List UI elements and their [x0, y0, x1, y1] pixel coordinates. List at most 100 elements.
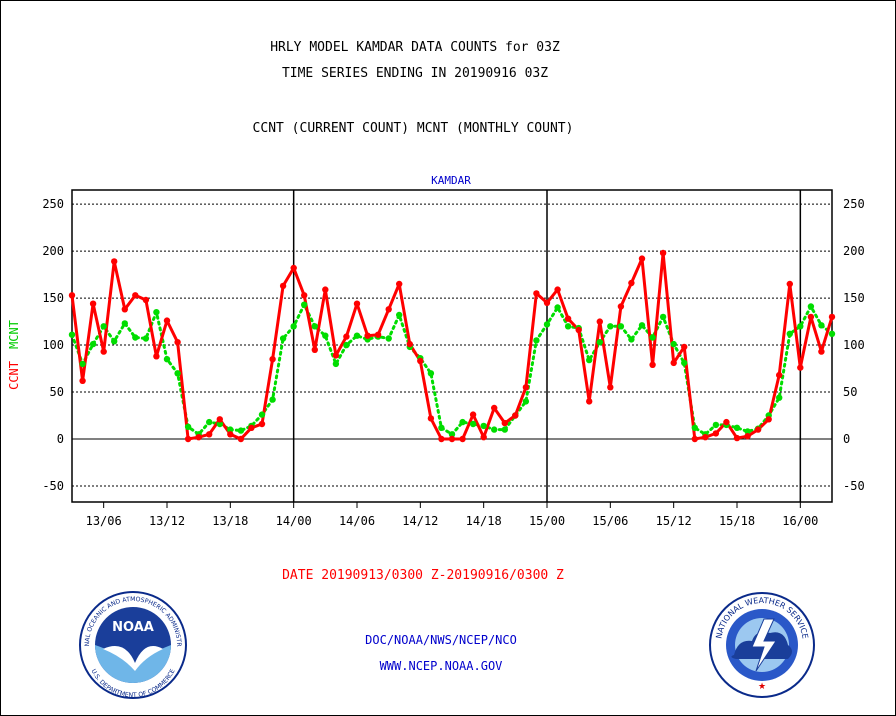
data-point-mcnt	[427, 370, 435, 377]
data-point-mcnt	[628, 336, 635, 343]
data-point-ccnt	[744, 433, 751, 440]
data-point-mcnt	[269, 396, 276, 403]
data-point-mcnt	[332, 360, 340, 368]
data-point-ccnt	[406, 340, 413, 348]
data-point-mcnt	[733, 424, 741, 431]
data-point-mcnt	[142, 335, 150, 342]
data-point-mcnt	[607, 323, 614, 330]
data-point-ccnt	[564, 315, 572, 322]
data-point-ccnt	[396, 280, 403, 288]
data-point-mcnt	[311, 323, 318, 330]
data-point-mcnt	[343, 341, 350, 349]
data-point-mcnt	[670, 340, 677, 348]
data-point-mcnt	[301, 301, 308, 308]
data-point-mcnt	[649, 334, 656, 341]
data-point-ccnt	[712, 430, 720, 437]
data-point-mcnt	[712, 421, 720, 429]
data-point-ccnt	[195, 434, 202, 441]
y-tick-label-left: 0	[57, 432, 64, 446]
data-point-ccnt	[142, 296, 150, 304]
data-point-ccnt	[385, 306, 392, 313]
data-point-mcnt	[807, 303, 815, 310]
data-point-mcnt	[501, 426, 508, 433]
data-point-ccnt	[343, 333, 350, 340]
y-tick-label-right: 0	[843, 432, 850, 446]
data-point-mcnt	[448, 431, 456, 438]
data-point-ccnt	[89, 300, 97, 307]
y-tick-label-left: 100	[42, 338, 64, 352]
x-tick-label: 13/18	[212, 514, 248, 528]
data-point-mcnt	[279, 335, 287, 342]
data-point-mcnt	[617, 323, 625, 330]
data-point-ccnt	[681, 343, 688, 351]
data-point-mcnt	[797, 323, 804, 330]
data-point-ccnt	[828, 313, 836, 321]
data-point-mcnt	[79, 360, 86, 368]
data-point-mcnt	[522, 398, 530, 405]
data-point-ccnt	[216, 416, 223, 423]
tick-labels: 250 250 200 200 150 150 100 100 50 50 0 0 -50 -50 13/0…	[42, 197, 864, 528]
plot-area-border	[71, 189, 833, 503]
data-point-mcnt	[184, 423, 192, 430]
data-point-ccnt	[543, 299, 551, 306]
x-tick-label: 14/00	[276, 514, 312, 528]
data-point-ccnt	[765, 416, 772, 423]
x-tick-label: 15/00	[529, 514, 565, 528]
data-point-mcnt	[258, 411, 266, 418]
data-point-ccnt	[469, 411, 477, 418]
data-point-ccnt	[776, 371, 783, 379]
data-point-mcnt	[290, 323, 297, 330]
data-point-ccnt	[258, 420, 266, 428]
data-point-mcnt	[818, 322, 825, 329]
data-point-mcnt	[322, 332, 329, 339]
y-tick-label-right: -50	[843, 479, 865, 493]
data-point-mcnt	[744, 428, 751, 435]
data-point-mcnt	[206, 418, 213, 426]
data-point-mcnt	[681, 359, 688, 367]
org-line: DOC/NOAA/NWS/NCEP/NCO	[365, 633, 517, 647]
data-point-ccnt	[417, 357, 424, 365]
data-point-ccnt	[174, 339, 181, 346]
noaa-logo-icon: NOAA NATIONAL OCEANIC AND ATMOSPHERIC AD…	[79, 591, 187, 699]
data-point-ccnt	[807, 313, 815, 321]
data-point-ccnt	[206, 431, 213, 438]
data-point-ccnt	[596, 318, 603, 325]
data-point-ccnt	[649, 361, 656, 368]
data-point-mcnt	[163, 356, 171, 363]
website-link[interactable]: WWW.NCEP.NOAA.GOV	[380, 659, 503, 673]
data-point-mcnt	[132, 334, 139, 341]
series-points	[68, 249, 836, 443]
y-tick-label-right: 50	[843, 385, 857, 399]
data-point-mcnt	[691, 424, 698, 431]
chart-title: HRLY MODEL KAMDAR DATA COUNTS for 03Z	[270, 40, 560, 55]
data-point-ccnt	[248, 424, 255, 431]
data-point-ccnt	[290, 264, 297, 272]
y-axis-label-ccnt: CCNT	[7, 361, 21, 390]
data-point-ccnt	[670, 359, 677, 367]
data-point-ccnt	[659, 249, 667, 257]
data-point-ccnt	[512, 412, 519, 419]
y-tick-label-left: -50	[42, 479, 64, 493]
y-tick-label-right: 200	[843, 244, 865, 258]
data-point-ccnt	[797, 364, 804, 371]
data-point-ccnt	[153, 353, 160, 360]
date-range: DATE 20190913/0300 Z-20190916/0300 Z	[282, 568, 564, 583]
data-point-ccnt	[227, 431, 234, 438]
data-point-ccnt	[353, 300, 361, 307]
data-point-mcnt	[396, 311, 403, 319]
y-tick-label-right: 150	[843, 291, 865, 305]
data-point-ccnt	[818, 348, 825, 355]
y-axis-label-mcnt: MCNT	[7, 320, 21, 349]
x-tick-label: 13/12	[149, 514, 185, 528]
y-tick-label-left: 250	[42, 197, 64, 211]
x-tick-label: 15/18	[719, 514, 755, 528]
data-point-ccnt	[586, 398, 593, 405]
data-point-ccnt	[438, 435, 445, 443]
data-point-ccnt	[332, 352, 340, 359]
data-point-mcnt	[216, 420, 223, 428]
data-point-mcnt	[596, 339, 603, 346]
data-point-mcnt	[586, 356, 593, 364]
data-point-ccnt	[638, 255, 646, 262]
